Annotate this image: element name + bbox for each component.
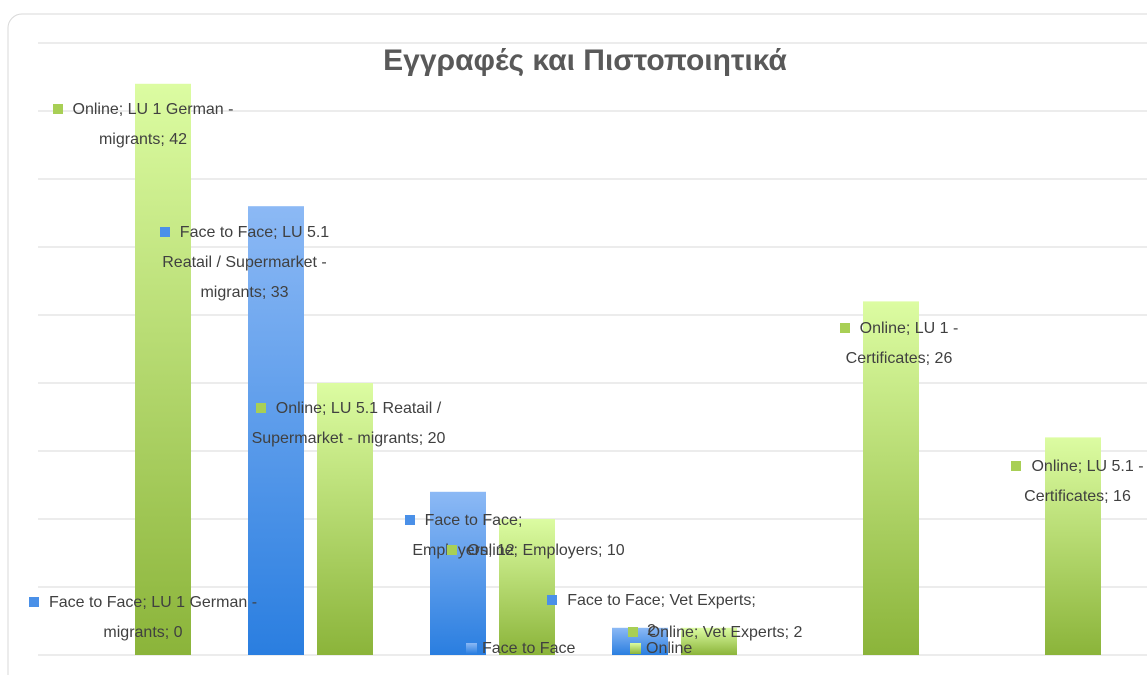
data-label-text: Online; LU 5.1 Reatail / Supermarket - m… bbox=[251, 400, 446, 447]
bar bbox=[499, 519, 555, 655]
data-label-text: Online; LU 5.1 - Certificates; 16 bbox=[1024, 458, 1144, 505]
data-label-text: Face to Face; Vet Experts; 2 bbox=[567, 592, 756, 639]
label-marker bbox=[627, 627, 638, 637]
data-label-text: Online; Employers; 10 bbox=[467, 542, 625, 559]
data-label: Online; LU 1 - Certificates; 26 bbox=[804, 314, 994, 374]
label-marker bbox=[52, 104, 63, 114]
data-label: Online; Vet Experts; 2 bbox=[590, 618, 840, 648]
data-label-text: Online; Vet Experts; 2 bbox=[647, 624, 803, 641]
data-label: Online; Employers; 10 bbox=[406, 536, 666, 566]
label-marker bbox=[547, 595, 558, 605]
legend-marker bbox=[630, 643, 641, 654]
label-marker bbox=[255, 403, 266, 413]
label-marker bbox=[28, 597, 39, 607]
data-label: Online; LU 5.1 - Certificates; 16 bbox=[970, 452, 1147, 512]
label-marker bbox=[447, 545, 458, 555]
label-marker bbox=[839, 323, 850, 333]
data-label: Face to Face; LU 5.1 Reatail / Supermark… bbox=[152, 218, 337, 308]
label-marker bbox=[404, 515, 415, 525]
data-label-text: Online; LU 1 German - migrants; 42 bbox=[72, 101, 234, 148]
data-label-text: Face to Face; LU 1 German - migrants; 0 bbox=[48, 594, 258, 641]
bar bbox=[863, 301, 919, 655]
data-label: Face to Face; Vet Experts; 2 bbox=[544, 586, 759, 646]
bar bbox=[317, 383, 373, 655]
chart-title: Εγγραφές και Πιστοποιητικά bbox=[383, 44, 787, 77]
data-label-text: Face to Face; Employers; 12 bbox=[412, 512, 523, 559]
bar bbox=[248, 206, 304, 655]
data-label: Online; LU 1 German - migrants; 42 bbox=[48, 95, 238, 155]
data-label: Online; LU 5.1 Reatail / Supermarket - m… bbox=[226, 394, 471, 454]
legend-marker bbox=[466, 643, 477, 654]
legend-label: Face to Face bbox=[482, 640, 575, 657]
data-label-text: Online; LU 1 - Certificates; 26 bbox=[845, 320, 959, 367]
bar bbox=[1045, 437, 1101, 655]
legend-label: Online bbox=[646, 640, 692, 657]
label-marker bbox=[159, 227, 170, 237]
data-label: Face to Face; LU 1 German - migrants; 0 bbox=[18, 588, 268, 648]
data-label: Face to Face; Employers; 12 bbox=[376, 506, 551, 566]
label-marker bbox=[1011, 461, 1022, 471]
bar bbox=[135, 83, 191, 656]
data-label-text: Face to Face; LU 5.1 Reatail / Supermark… bbox=[162, 224, 330, 301]
bar bbox=[430, 491, 486, 655]
bar bbox=[681, 627, 737, 655]
